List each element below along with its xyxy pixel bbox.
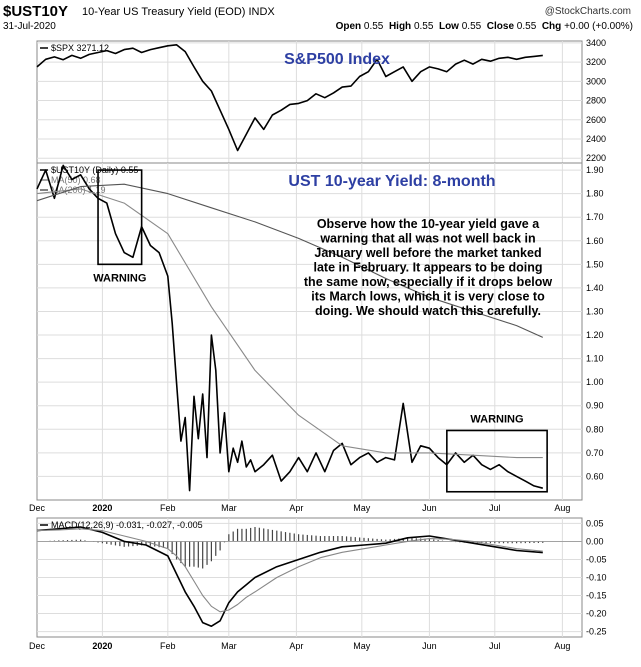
legend-entry: $SPX 3271.12 [51, 43, 109, 53]
comment-line: its March lows, which it is very close t… [311, 290, 545, 304]
comment-line: the same now, especially if it drops bel… [304, 275, 552, 289]
y-tick-label: 2400 [586, 134, 606, 144]
series-line-ma-50- [36, 188, 543, 459]
y-tick-label: 1.90 [586, 165, 604, 175]
y-tick-label: -0.20 [586, 609, 607, 619]
y-tick-label: 0.05 [586, 518, 604, 528]
x-month-label: Mar [221, 503, 237, 513]
y-tick-label: -0.15 [586, 591, 607, 601]
y-tick-label: 1.10 [586, 354, 604, 364]
y-tick-label: 3000 [586, 76, 606, 86]
ohlc-readout: Open 0.55 High 0.55 Low 0.55 Close 0.55 … [336, 21, 633, 32]
series-line--spx [36, 43, 543, 152]
yield-panel: 0.60 0.70 0.80 0.90 1.00 1.10 1.20 1.30 1.40 1.50… [36, 162, 604, 501]
close-label: Close [486, 21, 515, 32]
x-month-label: May [353, 503, 371, 513]
x-month-label: Apr [289, 503, 303, 513]
y-tick-label: 2600 [586, 115, 606, 125]
x-month-label: Jul [489, 503, 501, 513]
series-line--ust10y [36, 164, 544, 492]
chg-value: +0.00 (+0.00%) [564, 21, 633, 32]
series-line-ma-200- [36, 183, 544, 338]
panel-frame [36, 162, 583, 501]
open-label: Open [335, 21, 362, 32]
warning-label-left: WARNING [93, 272, 146, 284]
y-tick-label: 1.40 [586, 283, 604, 293]
x-month-label: 2020 [92, 503, 112, 513]
y-tick-label: 1.50 [586, 259, 604, 269]
x-month-label: 2020 [92, 641, 112, 651]
y-tick-label: 0.60 [586, 471, 604, 481]
close-value: 0.55 [516, 21, 537, 32]
spx-panel: 2200 2400 2600 2800 3000 3200 3400 $SPX 3271.12 [36, 38, 606, 164]
comment-line: doing. We should watch this carefully. [315, 304, 541, 318]
chart-symbol: $UST10Y [3, 3, 69, 20]
y-tick-label: -0.05 [586, 554, 607, 564]
y-tick-label: 3400 [586, 38, 606, 48]
warning-box-right [446, 429, 548, 493]
x-month-label: Aug [554, 503, 570, 513]
series-line-signal [36, 528, 543, 613]
series-line-macd [36, 526, 543, 628]
y-tick-label: -0.10 [586, 573, 607, 583]
x-month-label: Jul [489, 641, 501, 651]
legend-entry: MACD(12,26,9) -0.031, -0.027, -0.005 [51, 520, 203, 530]
x-month-label: Feb [160, 641, 176, 651]
y-tick-label: 1.20 [586, 330, 604, 340]
x-month-label: Apr [289, 641, 303, 651]
x-month-label: Jun [422, 503, 437, 513]
y-tick-label: 0.90 [586, 401, 604, 411]
low-label: Low [438, 21, 459, 32]
y-tick-label: 1.30 [586, 306, 604, 316]
x-month-label: Mar [221, 641, 237, 651]
chart-description: 10-Year US Treasury Yield (EOD) INDX [82, 6, 275, 18]
y-tick-label: -0.25 [586, 627, 607, 637]
open-value: 0.55 [363, 21, 384, 32]
y-tick-label: 2800 [586, 96, 606, 106]
chart-date: 31-Jul-2020 [3, 21, 56, 32]
high-label: High [388, 21, 412, 32]
y-tick-label: 2200 [586, 153, 606, 163]
month-axis: Dec 2020 Feb Mar Apr May Jun Jul Aug Dec 2020 Feb Ma… [29, 503, 570, 651]
annotations: S&P500 Index UST 10-year Yield: 8-month Ob… [93, 51, 552, 493]
low-value: 0.55 [461, 21, 482, 32]
comment-line: Observe how the 10-year yield gave a [317, 217, 540, 231]
warning-label-right: WARNING [470, 413, 523, 425]
comment-line: late in February. It appears to be doing [314, 261, 543, 275]
x-month-label: Aug [554, 641, 570, 651]
legend-entry: $UST10Y (Daily) 0.55 [51, 165, 138, 175]
yield-panel-title: UST 10-year Yield: 8-month [288, 173, 495, 190]
x-month-label: Dec [29, 503, 46, 513]
x-month-label: Jun [422, 641, 437, 651]
spx-panel-title: S&P500 Index [284, 51, 390, 68]
x-month-label: Dec [29, 641, 46, 651]
y-tick-label: 0.80 [586, 424, 604, 434]
x-month-label: May [353, 641, 371, 651]
high-value: 0.55 [413, 21, 434, 32]
legend-entry: MA(50) 0.68 [51, 175, 101, 185]
watermark: @StockCharts.com [544, 6, 631, 17]
y-tick-label: 1.60 [586, 236, 604, 246]
legend-entry: MA(200) 1.19 [51, 185, 106, 195]
y-tick-label: 1.70 [586, 212, 604, 222]
y-tick-label: 0.00 [586, 536, 604, 546]
y-tick-label: 1.80 [586, 189, 604, 199]
y-tick-label: 3200 [586, 57, 606, 67]
y-tick-label: 1.00 [586, 377, 604, 387]
warning-box-left [97, 169, 143, 266]
chg-label: Chg [541, 21, 562, 32]
comment-line: January well before the market tanked [314, 246, 541, 260]
x-month-label: Feb [160, 503, 176, 513]
y-tick-label: 0.70 [586, 448, 604, 458]
comment-line: warning that all was not well back in [319, 232, 535, 246]
macd-panel: 0.05 0.00 -0.05 -0.10 -0.15 -0.20 -0.25 MACD(12… [36, 517, 607, 638]
